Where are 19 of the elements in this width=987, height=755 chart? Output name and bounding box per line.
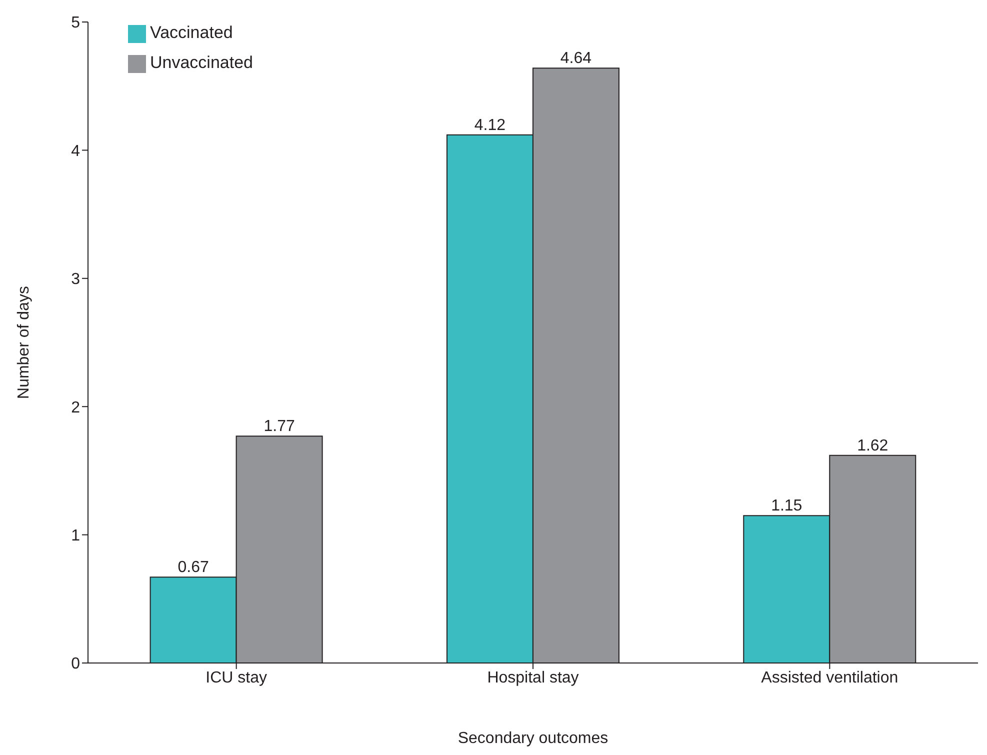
x-axis-title: Secondary outcomes	[458, 730, 608, 747]
data-label: 4.64	[560, 50, 592, 68]
legend-label: Unvaccinated	[150, 53, 254, 72]
y-axis-title: Number of days	[16, 286, 33, 399]
y-tick-label: 2	[71, 399, 80, 416]
data-label: 4.12	[474, 116, 506, 134]
x-tick-label: ICU stay	[206, 669, 268, 686]
data-label: 1.77	[264, 418, 295, 436]
y-tick-label: 4	[71, 142, 80, 160]
y-tick-label: 3	[71, 271, 80, 288]
data-label: 1.15	[771, 498, 802, 515]
legend-label: Vaccinated	[150, 23, 233, 42]
y-tick-label: 0	[71, 656, 80, 673]
x-tick-label: Hospital stay	[487, 669, 579, 686]
data-label: 1.62	[857, 437, 888, 454]
data-label: 0.67	[178, 559, 209, 576]
y-tick-label: 5	[71, 14, 80, 32]
y-tick-label: 1	[71, 527, 80, 544]
x-tick-label: Assisted ventilation	[761, 669, 898, 686]
